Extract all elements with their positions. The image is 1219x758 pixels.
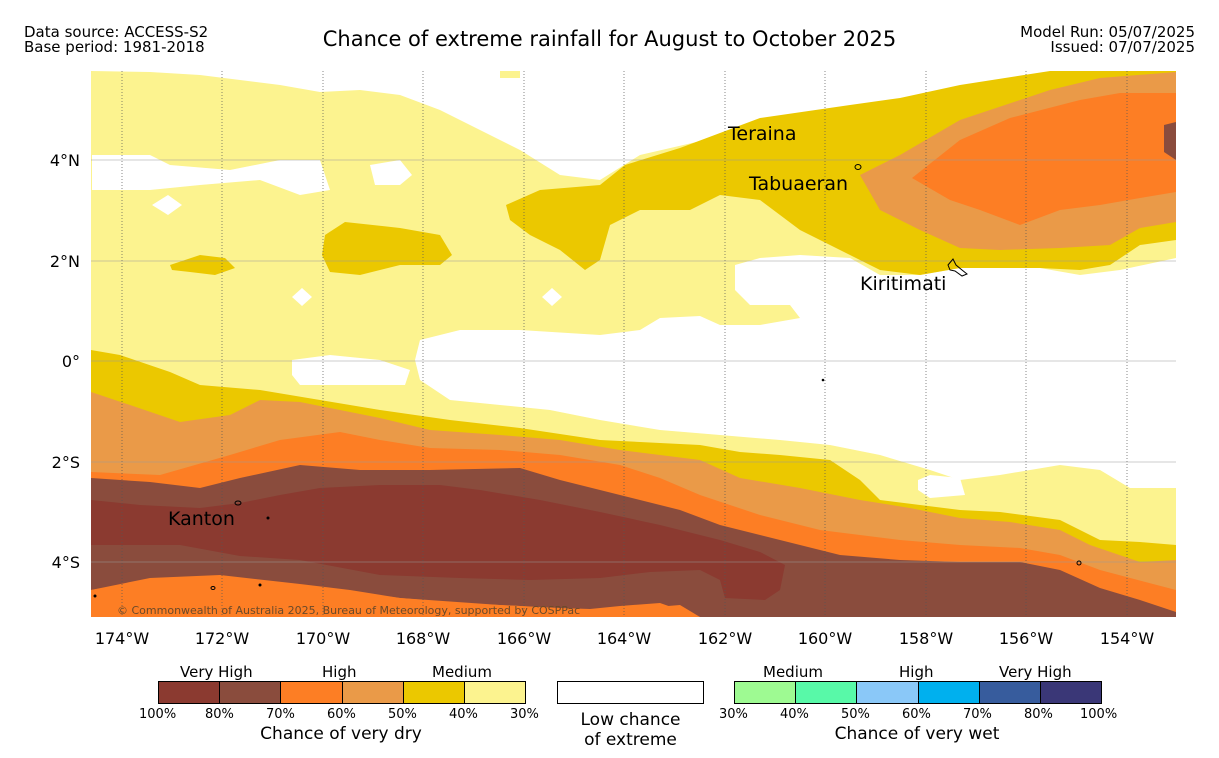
wet-cat-very-high: Very High bbox=[999, 663, 1072, 681]
place-label-kiritimati: Kiritimati bbox=[860, 273, 946, 295]
dry-swatch bbox=[342, 682, 404, 703]
wet-colorbar bbox=[734, 681, 1102, 704]
map-title: Chance of extreme rainfall for August to… bbox=[322, 27, 897, 51]
dry-80-100-zone bbox=[91, 485, 785, 600]
low-chance-caption: Low chance of extreme bbox=[557, 710, 704, 750]
islet bbox=[266, 516, 270, 520]
low-chance-zone bbox=[152, 195, 182, 215]
lon-label: 158°W bbox=[899, 629, 954, 648]
wet-tick: 70% bbox=[963, 707, 992, 722]
dry-caption: Chance of very dry bbox=[260, 724, 422, 744]
dry-cat-medium: Medium bbox=[432, 663, 492, 681]
wet-tick: 30% bbox=[719, 707, 748, 722]
place-label-kanton: Kanton bbox=[168, 508, 235, 530]
dry-tick: 50% bbox=[388, 707, 417, 722]
low-chance-zone bbox=[292, 288, 312, 306]
place-label-teraina: Teraina bbox=[727, 123, 797, 145]
lon-label: 174°W bbox=[95, 629, 150, 648]
wet-tick: 40% bbox=[780, 707, 809, 722]
base-period-text: Base period: 1981-2018 bbox=[24, 38, 205, 56]
lon-label: 168°W bbox=[396, 629, 451, 648]
dry-60-70-zone bbox=[91, 575, 700, 617]
place-labels: Teraina Tabuaeran Kiritimati Kanton bbox=[168, 123, 946, 530]
low-chance-zone bbox=[542, 288, 562, 306]
lon-label: 164°W bbox=[597, 629, 652, 648]
kiritimati-island bbox=[947, 258, 968, 277]
graticule bbox=[91, 71, 1176, 617]
dry-tick: 80% bbox=[205, 707, 234, 722]
low-chance-swatch bbox=[557, 681, 704, 704]
islet bbox=[1076, 560, 1082, 566]
dry-tick: 100% bbox=[139, 707, 177, 722]
lat-label: 0° bbox=[62, 352, 80, 371]
dry-40-50-zone bbox=[170, 255, 235, 275]
dry-cat-high: High bbox=[322, 663, 357, 681]
wet-caption: Chance of very wet bbox=[834, 724, 1000, 744]
kanton-island bbox=[234, 500, 242, 506]
copyright-credit: © Commonwealth of Australia 2025, Bureau… bbox=[117, 604, 580, 617]
lon-label: 162°W bbox=[698, 629, 753, 648]
low-chance-line1: Low chance bbox=[580, 710, 681, 730]
islands bbox=[93, 164, 1082, 598]
lat-label: 4°N bbox=[50, 151, 80, 170]
wet-swatch bbox=[796, 682, 858, 703]
wet-tick: 60% bbox=[902, 707, 931, 722]
dry-colorbar bbox=[158, 681, 526, 704]
dry-tick: 40% bbox=[449, 707, 478, 722]
wet-swatch bbox=[979, 682, 1041, 703]
dry-swatch bbox=[464, 682, 526, 703]
low-chance-line2: of extreme bbox=[584, 730, 677, 750]
islet bbox=[258, 583, 262, 587]
dry-60-70-zone bbox=[912, 93, 1176, 225]
wet-cat-high: High bbox=[899, 663, 934, 681]
dry-swatch bbox=[403, 682, 465, 703]
dry-tick: 70% bbox=[266, 707, 295, 722]
wet-tick: 50% bbox=[841, 707, 870, 722]
lat-label: 2°S bbox=[52, 453, 80, 472]
wet-tick: 100% bbox=[1080, 707, 1118, 722]
islet bbox=[93, 594, 97, 598]
dry-tick: 60% bbox=[327, 707, 356, 722]
wet-swatch bbox=[918, 682, 980, 703]
lat-label: 4°S bbox=[52, 553, 80, 572]
lon-label: 160°W bbox=[798, 629, 853, 648]
low-chance-zone bbox=[92, 155, 330, 195]
low-chance-zone bbox=[370, 160, 412, 185]
dry-40-50-zone bbox=[322, 222, 452, 275]
rainfall-map: Teraina Tabuaeran Kiritimati Kanton © Co… bbox=[50, 71, 1176, 648]
model-run-text: Model Run: 05/07/2025 bbox=[1020, 23, 1195, 41]
place-label-tabuaeran: Tabuaeran bbox=[748, 173, 848, 195]
lon-label: 154°W bbox=[1100, 629, 1155, 648]
islet bbox=[210, 586, 216, 590]
wet-cat-medium: Medium bbox=[763, 663, 823, 681]
dry-70-80-zone bbox=[1164, 122, 1176, 160]
wet-tick: 80% bbox=[1024, 707, 1053, 722]
wet-swatch bbox=[1040, 682, 1102, 703]
lon-label: 156°W bbox=[999, 629, 1054, 648]
header-right: Model Run: 05/07/2025 Issued: 07/07/2025 bbox=[1020, 25, 1195, 55]
latitude-labels: 4°N 2°N 0° 2°S 4°S bbox=[50, 151, 80, 572]
dry-swatch bbox=[281, 682, 343, 703]
dry-swatch bbox=[159, 682, 221, 703]
tabuaeran-island bbox=[854, 164, 862, 170]
dry-swatch bbox=[220, 682, 282, 703]
wet-swatch bbox=[857, 682, 919, 703]
low-chance-zone bbox=[415, 255, 1176, 488]
map-fields bbox=[91, 71, 1176, 617]
dry-tick: 30% bbox=[510, 707, 539, 722]
low-chance-zone bbox=[918, 475, 965, 498]
islet bbox=[821, 378, 825, 382]
lon-label: 172°W bbox=[195, 629, 250, 648]
longitude-labels: 174°W 172°W 170°W 168°W 166°W 164°W 162°… bbox=[95, 629, 1155, 648]
low-chance-zone bbox=[292, 355, 410, 385]
header-left: Data source: ACCESS-S2 Base period: 1981… bbox=[24, 25, 208, 55]
dry-cat-very-high: Very High bbox=[180, 663, 253, 681]
data-source-text: Data source: ACCESS-S2 bbox=[24, 23, 209, 41]
issued-text: Issued: 07/07/2025 bbox=[1050, 38, 1195, 56]
lat-label: 2°N bbox=[50, 252, 80, 271]
lon-label: 166°W bbox=[497, 629, 552, 648]
wet-swatch bbox=[735, 682, 797, 703]
lon-label: 170°W bbox=[296, 629, 351, 648]
